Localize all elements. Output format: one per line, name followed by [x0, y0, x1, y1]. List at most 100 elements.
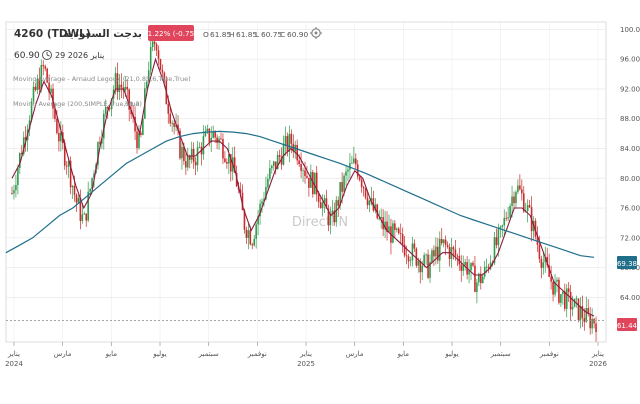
candle-body[interactable] [276, 155, 279, 170]
candle-body[interactable] [110, 98, 113, 110]
candle-body[interactable] [177, 124, 179, 131]
candle-body[interactable] [280, 156, 283, 165]
candle-body[interactable] [442, 239, 445, 244]
candle-body[interactable] [569, 291, 572, 310]
candle-body[interactable] [331, 210, 334, 214]
candle-body[interactable] [145, 81, 148, 89]
candle-body[interactable] [60, 132, 62, 142]
candle-body[interactable] [444, 239, 447, 245]
candle-body[interactable] [438, 238, 441, 261]
candle-body[interactable] [63, 142, 66, 166]
candle-body[interactable] [274, 161, 277, 170]
candle-body[interactable] [401, 233, 404, 245]
candle-body[interactable] [71, 185, 74, 188]
candle-body[interactable] [474, 265, 476, 292]
candle-body[interactable] [321, 202, 324, 209]
candle-body[interactable] [11, 193, 13, 194]
alma-series-line[interactable] [11, 57, 595, 317]
candle-body[interactable] [259, 203, 261, 217]
candle-body[interactable] [222, 139, 224, 159]
candle-body[interactable] [503, 217, 506, 226]
candle-body[interactable] [196, 147, 199, 166]
candle-body[interactable] [253, 238, 256, 246]
candle-body[interactable] [565, 288, 568, 309]
candle-body[interactable] [208, 128, 211, 143]
candle-body[interactable] [128, 89, 130, 110]
candle-body[interactable] [384, 221, 386, 230]
candle-body[interactable] [542, 262, 545, 268]
candle-body[interactable] [302, 170, 304, 172]
candle-body[interactable] [538, 244, 541, 259]
candle-body[interactable] [411, 243, 414, 261]
candle-body[interactable] [255, 224, 257, 239]
candle-body[interactable] [126, 86, 129, 90]
candle-body[interactable] [353, 158, 355, 163]
candle-body[interactable] [44, 66, 47, 69]
candle-body[interactable] [501, 225, 504, 227]
candle-body[interactable] [224, 158, 226, 162]
candle-body[interactable] [481, 276, 484, 284]
candle-body[interactable] [528, 205, 531, 208]
candle-body[interactable] [149, 46, 152, 71]
candle-body[interactable] [167, 104, 170, 114]
candle-body[interactable] [323, 198, 326, 203]
candle-body[interactable] [310, 172, 312, 188]
candle-body[interactable] [151, 41, 154, 47]
candle-body[interactable] [329, 213, 332, 226]
candle-body[interactable] [233, 157, 236, 173]
candle-body[interactable] [87, 191, 89, 221]
candle-body[interactable] [370, 198, 373, 201]
candle-body[interactable] [556, 279, 558, 282]
candle-body[interactable] [239, 189, 242, 193]
candle-body[interactable] [19, 153, 21, 169]
candle-body[interactable] [399, 233, 402, 235]
candle-body[interactable] [140, 132, 142, 135]
candle-body[interactable] [583, 317, 586, 322]
candle-body[interactable] [526, 205, 529, 212]
candle-body[interactable] [46, 68, 48, 83]
candle-body[interactable] [15, 185, 17, 191]
candle-body[interactable] [548, 265, 550, 277]
candle-body[interactable] [573, 298, 576, 308]
candle-body[interactable] [169, 113, 172, 124]
candle-body[interactable] [521, 189, 523, 194]
candle-body[interactable] [220, 138, 222, 140]
candle-body[interactable] [241, 192, 244, 211]
candle-body[interactable] [567, 288, 570, 292]
candle-body[interactable] [185, 161, 187, 168]
candle-body[interactable] [431, 250, 433, 263]
candle-body[interactable] [423, 255, 425, 266]
candle-body[interactable] [38, 78, 41, 90]
candle-body[interactable] [337, 200, 340, 206]
candle-body[interactable] [181, 146, 183, 159]
candle-body[interactable] [343, 175, 345, 192]
candle-body[interactable] [306, 176, 308, 178]
candle-body[interactable] [437, 246, 439, 261]
candle-body[interactable] [554, 281, 556, 295]
candle-body[interactable] [345, 171, 347, 176]
candle-body[interactable] [415, 248, 418, 266]
candle-body[interactable] [552, 281, 554, 295]
candle-body[interactable] [282, 144, 285, 165]
candle-body[interactable] [93, 173, 95, 179]
candle-body[interactable] [571, 307, 574, 310]
candle-body[interactable] [226, 161, 228, 164]
candle-body[interactable] [468, 270, 470, 275]
candle-body[interactable] [245, 229, 248, 238]
candle-body[interactable] [435, 246, 437, 257]
candle-body[interactable] [397, 228, 400, 234]
candle-body[interactable] [308, 177, 310, 188]
candle-body[interactable] [485, 266, 488, 268]
candle-body[interactable] [317, 194, 320, 203]
candle-body[interactable] [118, 84, 121, 92]
candle-body[interactable] [374, 204, 377, 211]
candle-body[interactable] [48, 82, 50, 93]
candle-body[interactable] [550, 276, 552, 282]
candle-body[interactable] [515, 191, 517, 204]
candle-body[interactable] [493, 237, 496, 264]
candle-body[interactable] [270, 165, 273, 169]
candle-body[interactable] [563, 291, 566, 309]
candle-body[interactable] [134, 116, 136, 132]
candle-body[interactable] [417, 260, 420, 266]
